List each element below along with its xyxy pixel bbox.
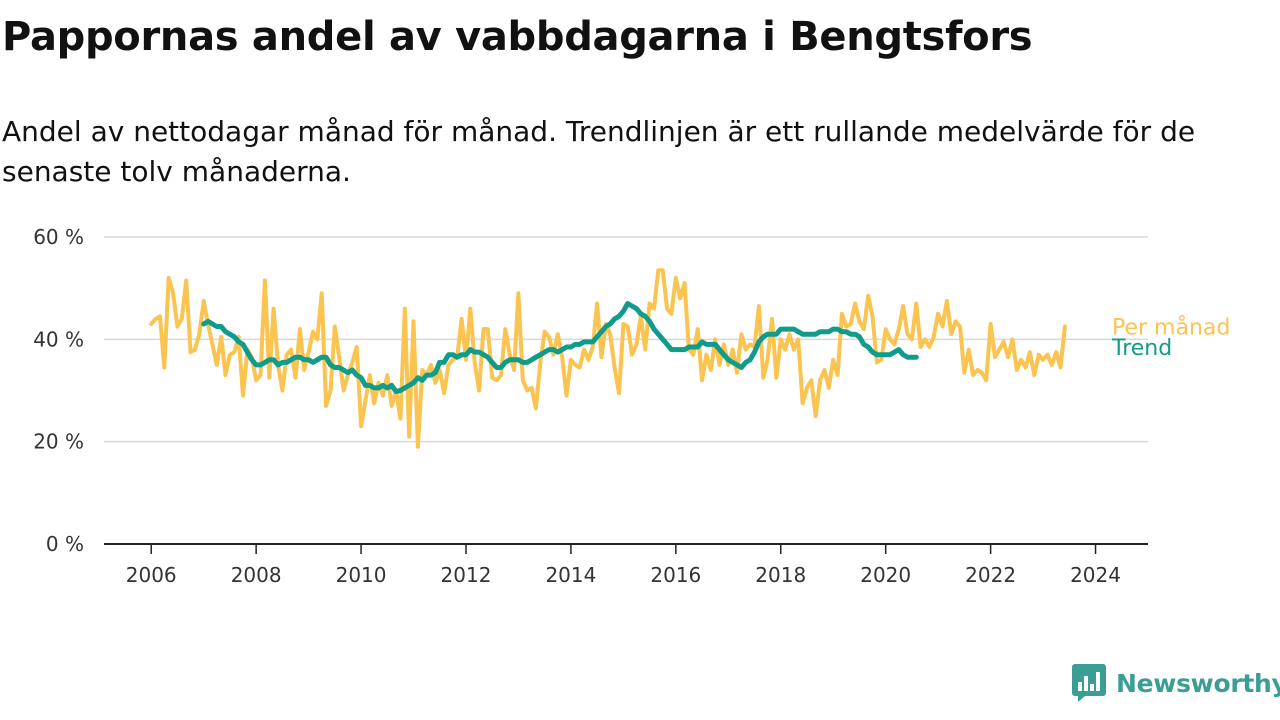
x-tick-label: 2010 (336, 563, 387, 587)
brand-name: Newsworthy (1116, 668, 1280, 698)
x-tick-label: 2016 (650, 563, 701, 587)
x-tick-label: 2022 (965, 563, 1016, 587)
x-tick-label: 2012 (441, 563, 492, 587)
series-line-per-m-nad (149, 268, 1067, 449)
chart-subtitle: Andel av nettodagar månad för månad. Tre… (2, 115, 1196, 188)
y-tick-label: 40 % (33, 327, 84, 351)
x-tick-label: 2006 (126, 563, 177, 587)
x-tick-label: 2020 (860, 563, 911, 587)
series-line-trend (201, 301, 919, 394)
series-label-per-m-nad: Per månad (1112, 315, 1230, 341)
chart-title: Pappornas andel av vabbdagarna i Bengtsf… (2, 14, 1033, 60)
x-axis-ticks: 2006 2008 2010 2012 2014 2016 2018 2020 2022 2024 (126, 544, 1121, 587)
x-tick-label: 2014 (545, 563, 596, 587)
x-tick-label: 2008 (231, 563, 282, 587)
y-tick-label: 20 % (33, 430, 84, 454)
series-lines (149, 268, 1067, 449)
y-tick-label: 60 % (33, 225, 84, 249)
bar-chart-speech-bubble-icon (1072, 664, 1106, 702)
brand-logo: Newsworthy (1072, 664, 1280, 702)
y-axis-ticks: 0 % 20 % 40 % 60 % (33, 225, 84, 556)
series-label-trend: Trend (1111, 336, 1172, 361)
x-tick-label: 2018 (755, 563, 806, 587)
y-tick-label: 0 % (46, 532, 84, 556)
x-tick-label: 2024 (1070, 563, 1121, 587)
